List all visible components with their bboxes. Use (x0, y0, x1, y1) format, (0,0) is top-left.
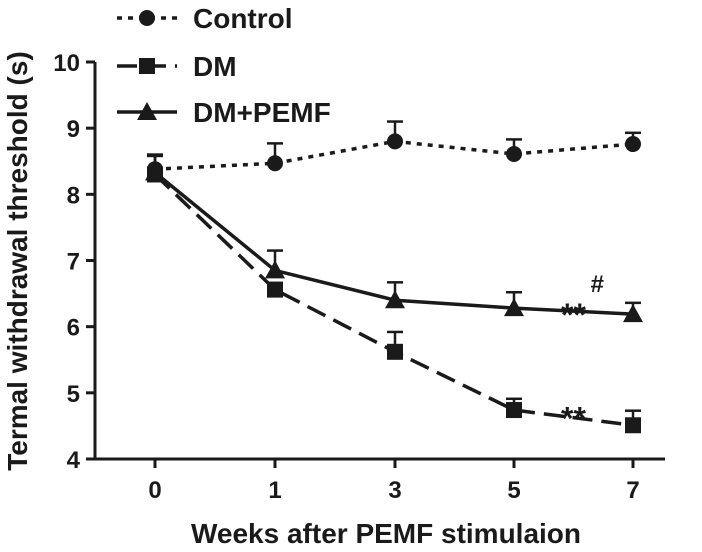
data-point (385, 290, 405, 309)
x-axis-ticks: 0 1 3 5 7 (148, 459, 640, 504)
data-point (267, 155, 283, 172)
series-dm-pemf (145, 154, 643, 323)
x-axis-label: Weeks after PEMF stimulaion (191, 518, 581, 549)
y-tick-label: 7 (67, 249, 80, 276)
x-tick-label: 5 (507, 477, 520, 504)
legend-label: Control (193, 3, 293, 34)
y-tick-label: 6 (67, 315, 80, 342)
legend-label: DM+PEMF (193, 97, 331, 128)
data-point (387, 133, 403, 150)
data-point (625, 136, 641, 153)
annotation: ** (561, 297, 586, 333)
legend-item-control: Control (117, 3, 293, 34)
x-tick-label: 0 (148, 477, 161, 504)
data-point (623, 304, 643, 323)
annotation: ** (561, 400, 586, 436)
significance-annotations: #**** (561, 271, 604, 436)
x-tick-label: 7 (626, 477, 639, 504)
legend-item-dm-pemf: DM+PEMF (117, 97, 331, 128)
x-tick-label: 1 (268, 477, 281, 504)
series-control (147, 120, 641, 178)
y-tick-label: 4 (67, 447, 81, 474)
y-tick-label: 9 (67, 116, 80, 143)
data-point (387, 343, 403, 360)
legend-marker (139, 58, 155, 74)
plot-area (145, 120, 643, 434)
y-tick-label: 8 (67, 182, 80, 209)
data-point (504, 298, 524, 317)
data-point (265, 260, 285, 279)
legend-marker (139, 10, 155, 26)
y-tick-label: 5 (67, 381, 80, 408)
y-axis-label: Termal withdrawal threshold (s) (2, 51, 33, 471)
data-point (506, 402, 522, 419)
x-tick-label: 3 (388, 477, 401, 504)
legend-label: DM (193, 51, 237, 82)
data-point (506, 145, 522, 162)
y-axis-ticks: 4 5 6 7 8 9 10 (53, 50, 95, 474)
data-point (267, 281, 283, 298)
legend-item-dm: DM (117, 51, 237, 82)
y-tick-label: 10 (53, 50, 80, 77)
data-point (625, 417, 641, 434)
annotation: # (591, 271, 604, 298)
data-point (145, 162, 165, 181)
legend-marker (137, 102, 157, 120)
legend: Control DM DM+PEMF (117, 3, 331, 128)
